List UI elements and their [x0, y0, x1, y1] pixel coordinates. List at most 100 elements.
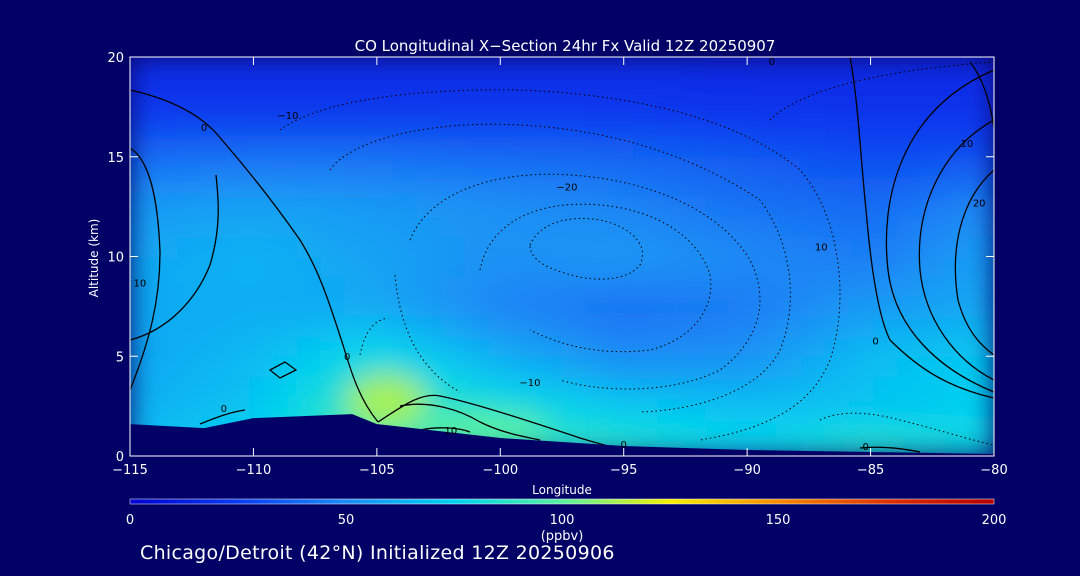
heat-cell: [921, 195, 947, 218]
heat-cell: [130, 335, 155, 358]
heat-cell: [657, 375, 683, 398]
heat-cell: [921, 375, 947, 398]
heat-cell: [705, 175, 731, 198]
heat-cell: [657, 135, 683, 158]
heat-cell: [969, 255, 994, 278]
heat-cell: [897, 415, 923, 438]
heat-cell: [585, 335, 611, 358]
heat-cell: [705, 115, 731, 138]
heat-cell: [513, 335, 539, 358]
heat-cell: [633, 195, 659, 218]
heat-cell: [249, 215, 275, 238]
heat-cell: [393, 335, 419, 358]
heat-cell: [921, 215, 947, 238]
heat-cell: [345, 195, 371, 218]
heat-cell: [777, 195, 803, 218]
heat-cell: [417, 135, 443, 158]
heat-cell: [945, 335, 971, 358]
y-tick-label: 20: [107, 51, 124, 66]
heat-cell: [225, 275, 251, 298]
heat-cell: [849, 57, 875, 78]
heat-cell: [153, 395, 179, 418]
heat-cell: [753, 255, 779, 278]
heat-cell: [729, 195, 755, 218]
heat-cell: [369, 95, 395, 118]
heat-cell: [681, 195, 707, 218]
contour-positive: [399, 403, 541, 441]
heat-cell: [513, 395, 539, 418]
heat-cell: [561, 215, 587, 238]
heat-cell: [753, 335, 779, 358]
heat-cell: [921, 355, 947, 378]
heat-cell: [657, 275, 683, 298]
heat-cell: [321, 375, 347, 398]
x-tick-label: −80: [980, 463, 1007, 478]
heat-cell: [465, 355, 491, 378]
heat-cell: [921, 295, 947, 318]
heat-cell: [657, 175, 683, 198]
contour-positive: [199, 409, 246, 425]
heat-cell: [393, 355, 419, 378]
heat-cell: [801, 295, 827, 318]
heat-cell: [633, 155, 659, 178]
heat-cell: [849, 375, 875, 398]
heat-cell: [489, 335, 515, 358]
heat-cell: [130, 315, 155, 338]
heat-cell: [729, 215, 755, 238]
heat-cell: [633, 375, 659, 398]
heat-cell: [777, 175, 803, 198]
heat-cell: [153, 95, 179, 118]
heat-cell: [609, 135, 635, 158]
heat-cell: [369, 195, 395, 218]
heat-cell: [873, 215, 899, 238]
heat-cell: [130, 175, 155, 198]
heat-cell: [897, 215, 923, 238]
heat-cell: [273, 95, 299, 118]
heat-cell: [633, 395, 659, 418]
heat-cell: [513, 195, 539, 218]
heat-cell: [321, 75, 347, 98]
heat-cell: [225, 255, 251, 278]
heat-cell: [945, 75, 971, 98]
heat-cell: [297, 315, 323, 338]
heat-cell: [873, 415, 899, 438]
x-tick-label: −115: [112, 463, 148, 478]
heat-cell: [249, 155, 275, 178]
heat-cell: [897, 335, 923, 358]
heat-cell: [465, 95, 491, 118]
heat-cell: [729, 135, 755, 158]
heat-cell: [633, 215, 659, 238]
heat-cell: [513, 215, 539, 238]
heat-cell: [201, 355, 227, 378]
heat-cell: [921, 335, 947, 358]
heat-cell: [825, 295, 851, 318]
heat-cell: [201, 75, 227, 98]
heat-cell: [489, 235, 515, 258]
heat-cell: [225, 75, 251, 98]
heat-cell: [393, 195, 419, 218]
heat-cell: [609, 375, 635, 398]
heat-cell: [465, 115, 491, 138]
heat-cell: [130, 275, 155, 298]
heat-cell: [753, 57, 779, 78]
heat-cell: [801, 355, 827, 378]
heat-cell: [945, 415, 971, 438]
heat-cell: [561, 335, 587, 358]
heat-cell: [657, 95, 683, 118]
heat-cell: [369, 135, 395, 158]
heat-cell: [321, 275, 347, 298]
heat-cell: [681, 335, 707, 358]
heat-cell: [441, 95, 467, 118]
heat-cell: [201, 315, 227, 338]
heat-cell: [393, 115, 419, 138]
heat-cell: [177, 295, 203, 318]
heat-cell: [561, 175, 587, 198]
heat-cell: [249, 335, 275, 358]
heat-cell: [633, 235, 659, 258]
heat-cell: [633, 255, 659, 278]
heat-cell: [130, 295, 155, 318]
heat-cell: [897, 255, 923, 278]
heat-cell: [225, 115, 251, 138]
heat-cell: [849, 255, 875, 278]
heat-cell: [321, 295, 347, 318]
